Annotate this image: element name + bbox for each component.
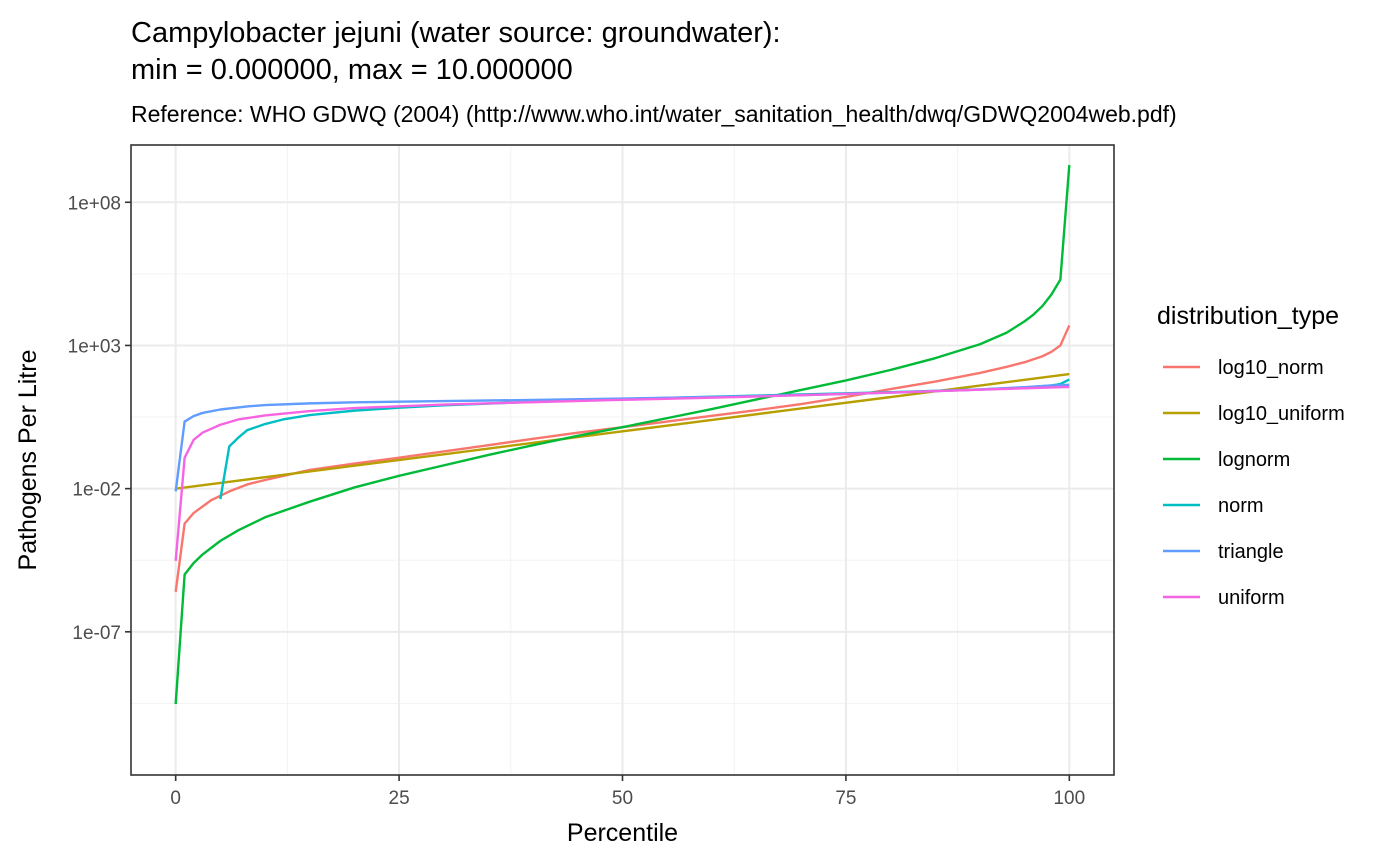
chart-title-line-2: min = 0.000000, max = 10.000000 [131, 54, 573, 86]
legend-label-log10-uniform: log10_uniform [1218, 403, 1345, 425]
y-tick-label: 1e-02 [72, 480, 121, 501]
x-tick-label: 50 [612, 788, 633, 809]
axes: 0 25 50 75 100 1e-07 1e-02 1e+03 1e+08 [68, 193, 1086, 809]
series-line-log10-uniform [175, 372, 1070, 490]
legend-label-uniform: uniform [1218, 587, 1285, 609]
chart-title-line-1: Campylobacter jejuni (water source: grou… [131, 17, 781, 49]
series-lines [174, 164, 1071, 705]
x-tick-label: 25 [389, 788, 410, 809]
y-tick-label: 1e+03 [68, 336, 121, 357]
legend: distribution_type log10_norm log10_unifor… [1157, 302, 1345, 609]
chart-subtitle: Reference: WHO GDWQ (2004) (http://www.w… [131, 101, 1177, 127]
x-tick-label: 75 [835, 788, 856, 809]
series-line-lognorm [174, 164, 1071, 705]
y-tick-label: 1e-07 [72, 623, 121, 644]
y-tick-label: 1e+08 [68, 193, 121, 214]
x-tick-label: 100 [1053, 788, 1085, 809]
legend-label-lognorm: lognorm [1218, 449, 1290, 471]
series-line-uniform [174, 385, 1070, 561]
x-tick-label: 0 [170, 788, 181, 809]
legend-label-triangle: triangle [1218, 541, 1284, 563]
grid-lines [131, 145, 1114, 775]
legend-label-log10-norm: log10_norm [1218, 357, 1324, 379]
legend-title: distribution_type [1157, 302, 1339, 330]
y-axis-title: Pathogens Per Litre [14, 350, 42, 571]
series-line-log10-norm [174, 324, 1071, 592]
legend-label-norm: norm [1218, 495, 1264, 517]
x-axis-title: Percentile [567, 819, 678, 847]
